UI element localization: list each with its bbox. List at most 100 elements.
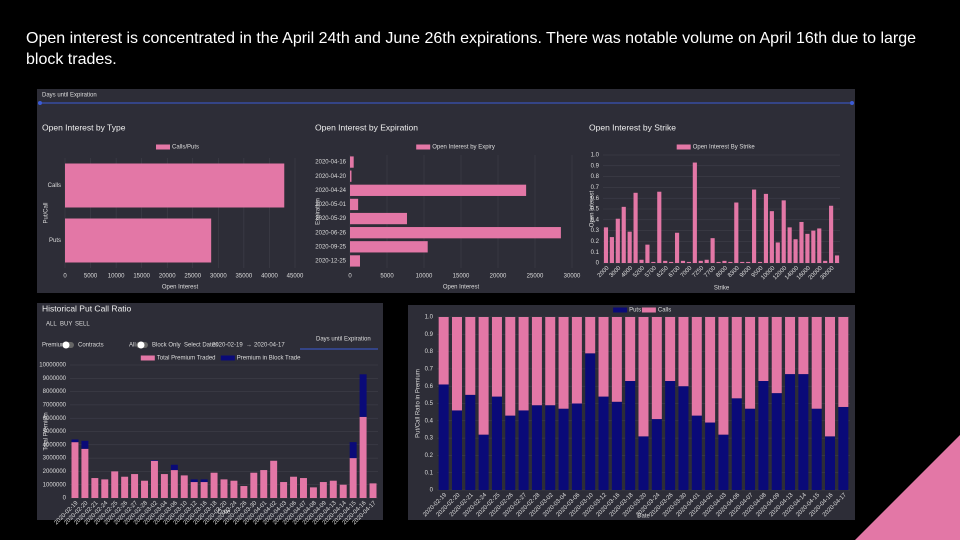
bar [438,384,449,490]
x-axis-label: Open Interest [162,285,199,291]
bar [350,170,352,182]
bar [728,261,733,263]
bar [645,244,650,263]
y-tick-label: 2020-09-25 [315,244,346,250]
bar [280,482,288,498]
y-tick-label: 9000000 [43,376,67,382]
x-tick-label: 30000 [210,274,227,280]
bar [785,317,796,375]
bar [220,479,228,498]
bar [817,228,822,263]
slider-handle[interactable] [38,101,42,105]
bar [350,212,407,225]
date-label: Select Dates [184,343,218,349]
bar [691,317,702,416]
bar [81,448,89,498]
x-tick-label: 35000 [236,274,253,280]
y-tick-label: 0.4 [591,217,600,223]
bar [811,317,822,409]
x-axis-label: Open Interest [443,285,480,291]
legend-label: Puts [629,308,641,314]
bar [745,317,756,409]
bar [505,415,516,490]
bar [101,479,109,498]
start-date[interactable]: 2020-02-19 [212,343,243,349]
y-tick-label: 2020-04-24 [315,188,346,194]
y-tick-label: 0.4 [425,418,434,424]
bar [722,260,727,263]
bar [665,381,676,490]
mode-button[interactable]: BUY [60,322,72,328]
bar [111,471,119,498]
bar [734,202,739,263]
y-axis-label: Put/Call Ratio in Premium [416,369,422,438]
bar [300,478,307,498]
bar [799,221,804,263]
slider-handle[interactable] [850,101,854,105]
toggle-label: Premium [42,343,66,349]
bar [465,317,476,395]
y-tick-label: 8000000 [43,389,67,395]
date-separator: → [246,343,252,349]
bar [686,261,691,263]
bar [571,403,582,490]
bar [705,317,716,423]
legend-swatch [140,355,155,361]
x-tick-label: 40000 [261,274,278,280]
y-tick-label: 2020-04-20 [315,174,346,180]
y-tick-label: 7000000 [43,402,67,408]
x-axis-label: Strike [714,286,730,292]
bar [369,483,377,498]
bar [491,396,502,490]
bar [798,317,809,375]
bar [585,317,596,354]
y-tick-label: 0 [430,488,434,494]
bar [451,410,462,490]
chart-title: Open Interest by Strike [589,122,676,132]
y-tick-label: 0.3 [591,228,600,234]
bar [611,317,622,402]
y-axis-label: Open Interest [590,190,596,227]
bar [705,422,716,490]
bar [838,406,849,490]
bar [838,317,849,407]
legend-label: Calls [658,308,671,314]
bar [350,198,359,211]
slider-label: Days until Expiration [316,337,371,343]
bar [71,442,79,498]
x-tick-label: 0 [63,274,67,280]
bar [731,317,742,399]
bar [651,317,662,420]
bar [825,317,836,437]
bar [731,398,742,490]
x-tick-label: 25000 [184,274,201,280]
bar [65,218,212,263]
bar [752,189,757,263]
y-tick-label: 0.9 [425,332,434,338]
bar [505,317,516,416]
bar [718,317,729,435]
mode-button[interactable]: SELL [75,322,90,328]
end-date[interactable]: 2020-04-17 [254,343,285,349]
bar [669,261,674,263]
bar [91,478,99,498]
bar [692,162,697,263]
y-tick-label: 0.9 [591,163,600,169]
bar [611,401,622,490]
mode-button[interactable]: ALL [46,322,57,328]
bar [349,442,357,459]
x-tick-label: 10000 [416,274,433,280]
y-axis-label: Total Premium [44,412,50,450]
bar [698,260,703,263]
bar [210,472,218,498]
bar [309,487,317,498]
bar [678,317,689,387]
legend-swatch [220,355,235,361]
bar [691,415,702,490]
bar [349,458,357,498]
bar [834,255,840,263]
chart-title: Open Interest by Type [42,122,126,132]
y-tick-label: 6000000 [43,416,67,422]
legend-label: Premium in Block Trade [237,356,301,362]
bar [746,261,751,263]
